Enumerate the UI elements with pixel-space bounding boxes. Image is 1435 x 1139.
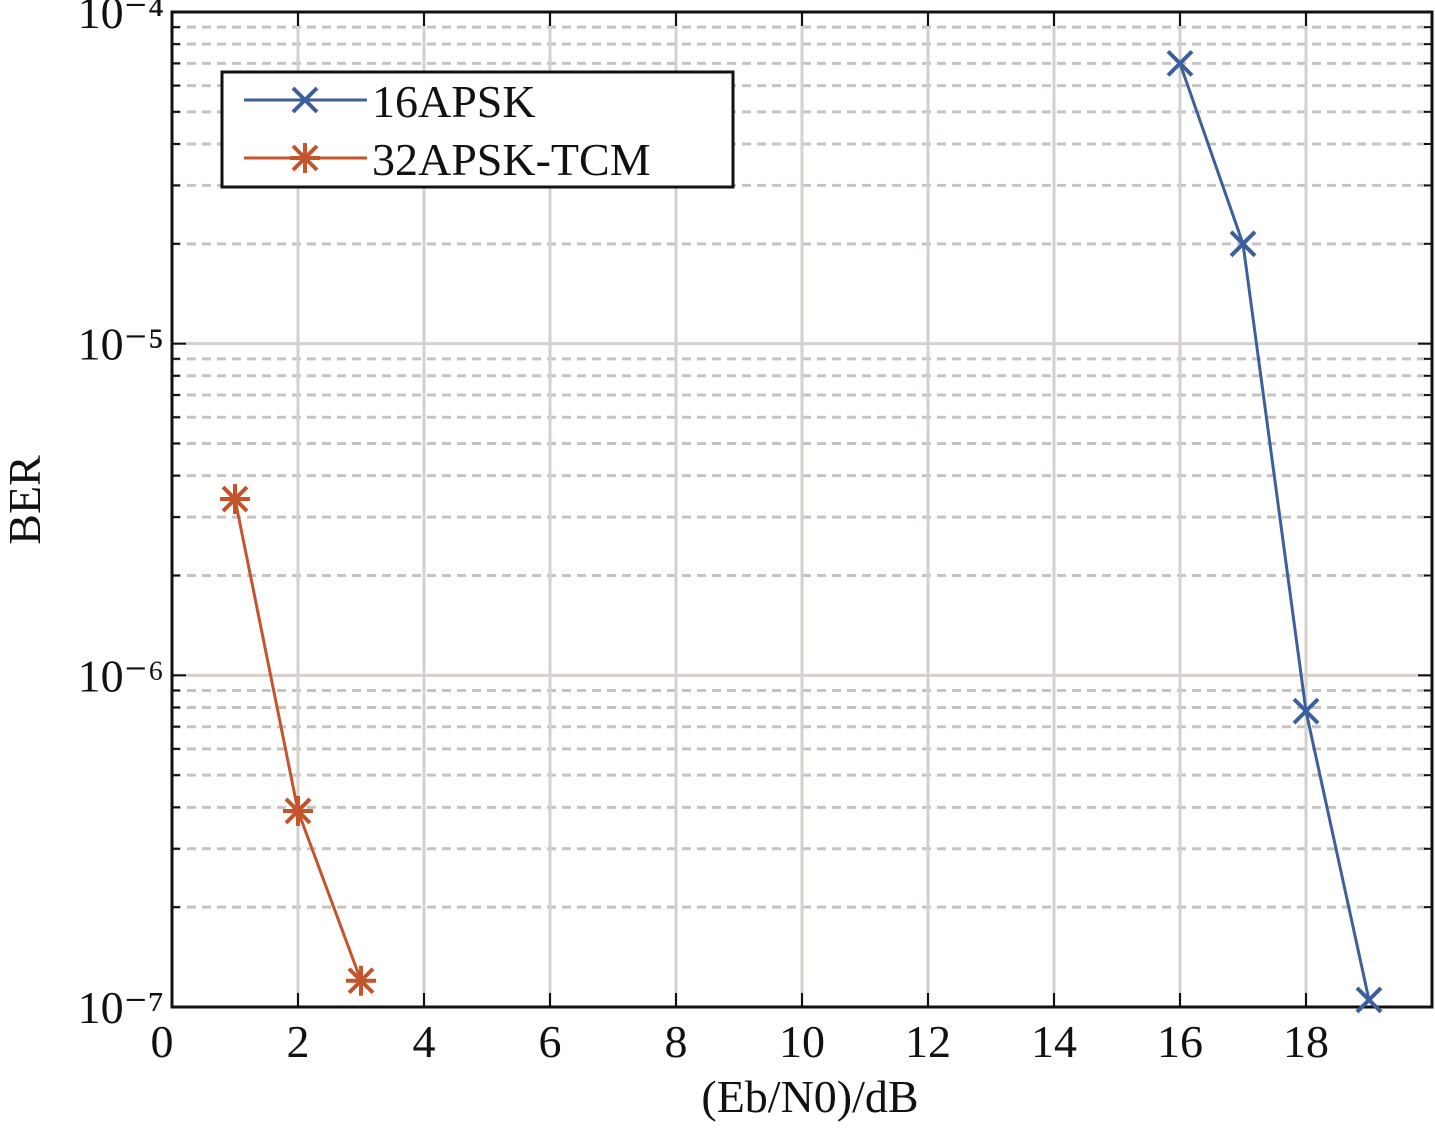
x-tick-label: 8 [665, 1016, 688, 1067]
marker-stroke [1166, 49, 1194, 77]
plot-frame [170, 10, 1434, 1009]
x-tick-label: 14 [1031, 1016, 1077, 1067]
marker [1229, 230, 1257, 258]
x-tick-label: 16 [1157, 1016, 1203, 1067]
x-tick-label: 12 [905, 1016, 951, 1067]
y-axis-label: BER [0, 455, 50, 545]
y-tick-label: 10⁻⁷ [78, 982, 164, 1033]
y-tick-label: 10⁻⁴ [78, 0, 164, 38]
y-tick-label: 10⁻⁵ [78, 319, 164, 370]
marker [1166, 49, 1194, 77]
marker [283, 795, 313, 826]
legend-label: 16APSK [372, 76, 536, 127]
marker-stroke [1355, 986, 1383, 1014]
x-tick-label: 18 [1283, 1016, 1329, 1067]
marker [1355, 986, 1383, 1014]
legend-marker [291, 86, 319, 114]
x-tick-label: 6 [539, 1016, 562, 1067]
legend-box [220, 70, 735, 189]
x-tick-label: 10 [779, 1016, 825, 1067]
x-tick-label: 2 [287, 1016, 310, 1067]
y-tick-label: 10⁻⁶ [78, 650, 164, 701]
marker [346, 965, 376, 996]
x-tick-label: 4 [413, 1016, 436, 1067]
x-tick-label: 0 [151, 1016, 174, 1067]
series-line [1178, 62, 1371, 1001]
marker [220, 484, 250, 515]
marker [1292, 697, 1320, 725]
legend-marker [290, 143, 320, 173]
marker-stroke [1292, 697, 1320, 725]
legend-label: 32APSK-TCM [372, 134, 651, 185]
marker-stroke [291, 86, 319, 114]
marker-stroke [1229, 230, 1257, 258]
x-axis-label: (Eb/N0)/dB [701, 1071, 918, 1122]
